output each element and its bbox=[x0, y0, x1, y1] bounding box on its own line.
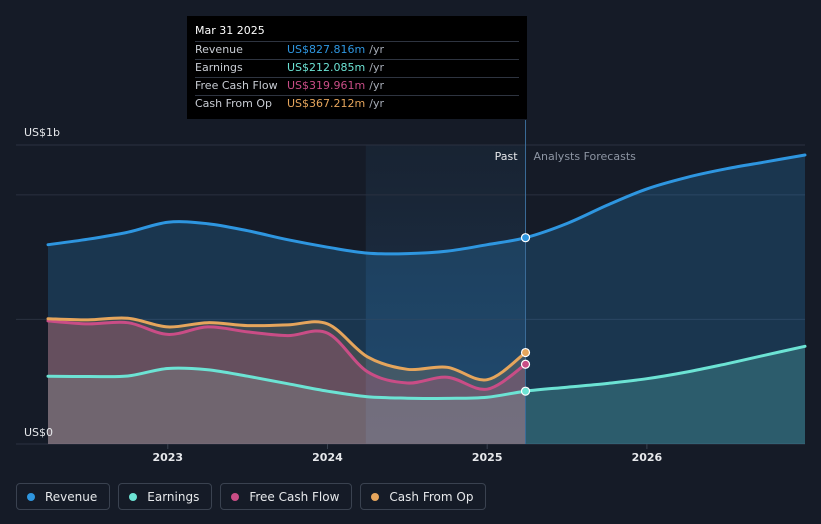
tooltip-unit: /yr bbox=[369, 79, 384, 92]
legend-label: Revenue bbox=[45, 489, 98, 504]
revenue-marker[interactable] bbox=[520, 233, 531, 243]
tooltip-value: US$367.212m bbox=[287, 97, 366, 110]
y-axis-top-label: US$1b bbox=[24, 126, 60, 139]
revenue-area bbox=[48, 155, 805, 444]
cfo-dot-icon bbox=[371, 492, 380, 501]
legend-label: Earnings bbox=[147, 489, 200, 504]
x-tick-label: 2026 bbox=[632, 451, 663, 464]
legend-item-fcf[interactable]: Free Cash Flow bbox=[220, 483, 353, 510]
tooltip-label: Cash From Op bbox=[195, 97, 273, 110]
legend-item-earnings[interactable]: Earnings bbox=[118, 483, 213, 510]
fcf-line bbox=[46, 319, 527, 391]
earnings-line bbox=[46, 344, 807, 400]
earnings-dot-icon bbox=[129, 492, 138, 501]
tooltip-label: Free Cash Flow bbox=[195, 79, 278, 92]
tooltip-label: Earnings bbox=[195, 61, 243, 74]
tooltip: Mar 31 2025 Revenue US$827.816m /yr Earn… bbox=[187, 16, 527, 119]
x-tick-label: 2025 bbox=[472, 451, 503, 464]
revenue-line bbox=[46, 153, 807, 256]
x-tick-label: 2024 bbox=[312, 451, 343, 464]
tooltip-value: US$212.085m bbox=[287, 61, 366, 74]
forecast-label: Analysts Forecasts bbox=[534, 150, 637, 163]
chart: US$1b US$0 Past Analysts Forecasts 2023 2… bbox=[16, 120, 807, 464]
x-tick-label: 2023 bbox=[152, 451, 183, 464]
tooltip-row-revenue: Revenue US$827.816m /yr bbox=[195, 41, 519, 59]
tooltip-row-earnings: Earnings US$212.085m /yr bbox=[195, 59, 519, 77]
fcf-marker[interactable] bbox=[520, 359, 531, 369]
cfo-area bbox=[48, 317, 526, 444]
fcf-dot-icon bbox=[231, 492, 240, 501]
legend-label: Cash From Op bbox=[389, 489, 474, 504]
earnings-area bbox=[48, 346, 805, 444]
legend: Revenue Earnings Free Cash Flow Cash Fro… bbox=[16, 483, 487, 510]
tooltip-date: Mar 31 2025 bbox=[195, 24, 265, 37]
earnings-marker[interactable] bbox=[520, 386, 531, 396]
legend-item-cfo[interactable]: Cash From Op bbox=[360, 483, 487, 510]
tooltip-value: US$319.961m bbox=[287, 79, 366, 92]
tooltip-unit: /yr bbox=[369, 43, 384, 56]
legend-item-revenue[interactable]: Revenue bbox=[16, 483, 111, 510]
tooltip-value: US$827.816m bbox=[287, 43, 366, 56]
tooltip-row-fcf: Free Cash Flow US$319.961m /yr bbox=[195, 77, 519, 95]
tooltip-row-cfo: Cash From Op US$367.212m /yr bbox=[195, 95, 519, 113]
past-label: Past bbox=[495, 150, 519, 163]
tooltip-unit: /yr bbox=[369, 97, 384, 110]
legend-label: Free Cash Flow bbox=[249, 489, 340, 504]
tooltip-label: Revenue bbox=[195, 43, 243, 56]
revenue-dot-icon bbox=[27, 492, 35, 501]
cfo-marker[interactable] bbox=[520, 347, 531, 358]
tooltip-unit: /yr bbox=[369, 61, 384, 74]
cfo-line bbox=[46, 316, 527, 382]
y-axis-bottom-label: US$0 bbox=[24, 426, 53, 439]
